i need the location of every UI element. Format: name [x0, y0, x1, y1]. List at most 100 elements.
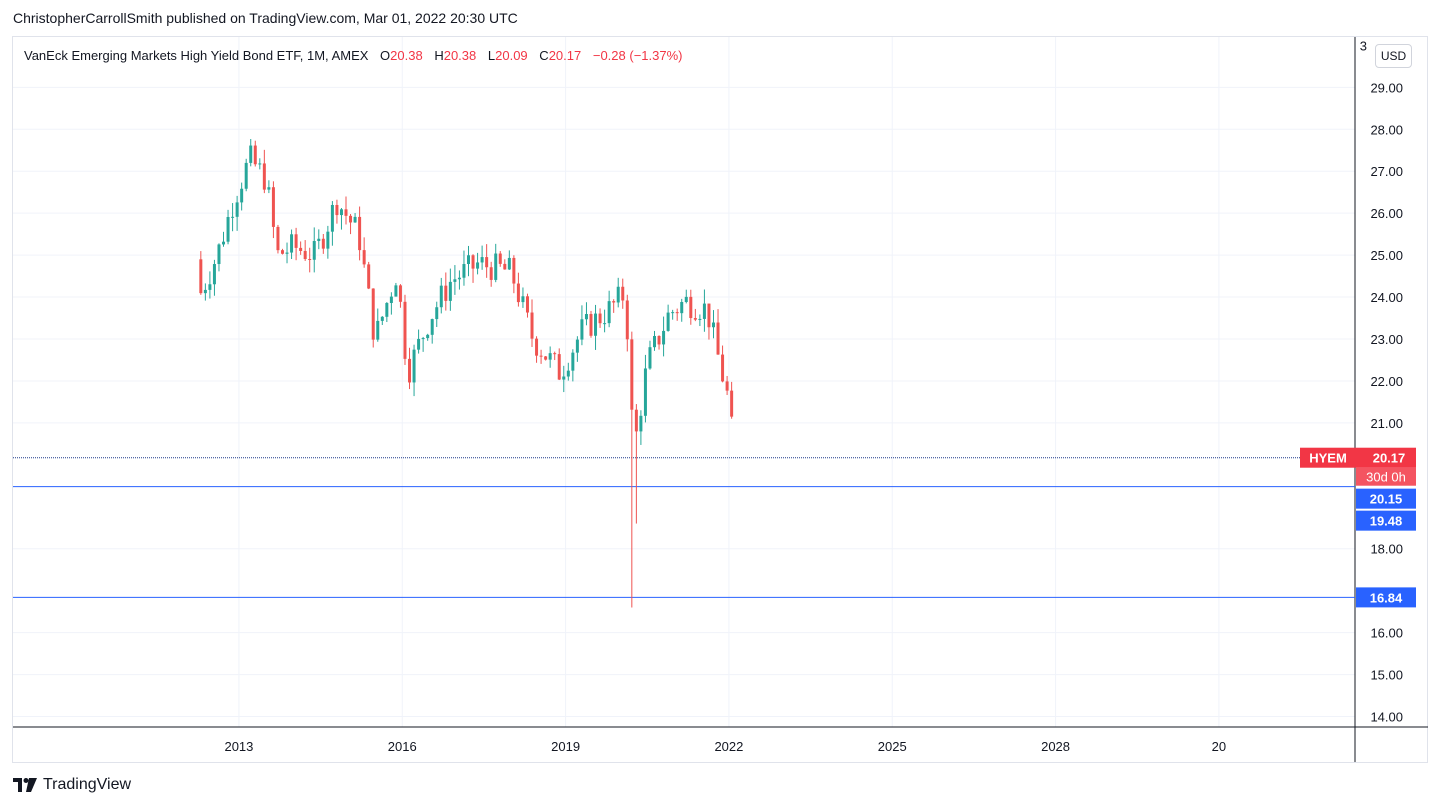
candle-body	[589, 314, 593, 336]
last-price-tag-bg	[1300, 447, 1416, 468]
last-price-label: 20.17	[1373, 451, 1406, 466]
candle-body	[262, 163, 266, 190]
brand-name: TradingView	[43, 776, 132, 793]
legend-open-key: O	[380, 48, 391, 63]
legend-low-key: L	[487, 48, 496, 63]
candle-body	[335, 204, 339, 216]
candle-body	[539, 355, 543, 357]
x-tick-label: 2022	[714, 739, 743, 754]
candle-body	[657, 335, 661, 345]
candle-body	[462, 264, 466, 278]
candle-body	[471, 255, 475, 269]
candle-body	[398, 285, 402, 302]
candle-body	[607, 301, 611, 324]
y-tick-label: 26.00	[1370, 206, 1403, 221]
candle-body	[671, 312, 675, 314]
candle-body	[702, 303, 706, 319]
currency-button[interactable]: USD	[1375, 44, 1412, 68]
candle-body	[240, 188, 244, 203]
candle-body	[371, 288, 375, 340]
candle-body	[603, 323, 607, 325]
candle-body	[453, 279, 457, 282]
y-tick-label: 14.00	[1370, 710, 1403, 725]
candle-body	[476, 262, 480, 269]
candle-body	[535, 338, 539, 356]
symbol-legend: VanEck Emerging Markets High Yield Bond …	[24, 48, 682, 63]
candle-body	[330, 204, 334, 232]
y-tick-label: 3	[1360, 38, 1367, 53]
candle-body	[507, 257, 511, 270]
candle-body	[571, 352, 575, 371]
candle-body	[494, 253, 498, 280]
candle-body	[525, 296, 529, 313]
candle-body	[466, 255, 470, 265]
legend-close-value: 20.17	[548, 48, 582, 63]
candle-body	[276, 226, 280, 251]
legend-change: −0.28 (−1.37%)	[592, 48, 683, 63]
candle-body	[544, 356, 548, 360]
hline-label-bg	[1356, 488, 1416, 509]
candle-body	[580, 319, 584, 340]
candle-body	[412, 349, 416, 383]
candle-body	[621, 286, 625, 301]
candle-body	[249, 145, 253, 163]
candle-body	[403, 301, 407, 359]
candle-body	[303, 250, 307, 260]
hline-label-bg	[1356, 510, 1416, 531]
candle-body	[634, 409, 638, 432]
candle-body	[208, 284, 212, 290]
candle-body	[294, 234, 298, 248]
candle-body	[222, 241, 226, 245]
candle-body	[444, 285, 448, 301]
y-tick-label: 23.00	[1370, 332, 1403, 347]
candle-body	[344, 209, 348, 216]
candle-body	[557, 354, 561, 380]
candle-body	[457, 277, 461, 280]
tradingview-brand[interactable]: TradingView	[13, 776, 131, 794]
candle-body	[317, 238, 321, 242]
candle-body	[716, 322, 720, 355]
candle-body	[394, 285, 398, 297]
y-tick-label: 16.00	[1370, 626, 1403, 641]
candle-body	[258, 163, 262, 165]
candle-body	[639, 415, 643, 432]
candle-body	[666, 312, 670, 331]
candle-body	[299, 247, 303, 251]
candle-body	[730, 390, 734, 417]
legend-high-value: 20.38	[443, 48, 477, 63]
y-tick-label: 22.00	[1370, 374, 1403, 389]
candle-body	[339, 209, 343, 216]
candle-body	[226, 216, 230, 242]
countdown-label: 30d 0h	[1366, 470, 1406, 485]
countdown-bg	[1356, 467, 1416, 486]
candles-group	[199, 139, 734, 608]
candle-body	[625, 300, 629, 340]
candle-body	[349, 215, 353, 223]
legend-close-key: C	[539, 48, 549, 63]
legend-low-value: 20.09	[495, 48, 528, 63]
candle-body	[267, 187, 271, 190]
candle-body	[217, 244, 221, 265]
candle-body	[584, 314, 588, 320]
candle-body	[408, 358, 412, 383]
candle-body	[389, 296, 393, 303]
candle-body	[417, 338, 421, 350]
tradingview-logo-icon	[13, 778, 37, 792]
candle-body	[648, 347, 652, 369]
candle-body	[376, 320, 380, 340]
x-tick-label: 2013	[224, 739, 253, 754]
candle-body	[498, 253, 502, 264]
candle-body	[575, 339, 579, 353]
candle-body	[480, 257, 484, 263]
candle-body	[684, 296, 688, 303]
candle-body	[199, 259, 203, 294]
candle-body	[594, 313, 598, 336]
candle-body	[312, 241, 316, 260]
y-tick-label: 21.00	[1370, 416, 1403, 431]
candle-body	[616, 286, 620, 303]
candle-body	[675, 312, 679, 314]
candle-body	[244, 162, 248, 189]
candle-body	[721, 354, 725, 382]
candle-body	[212, 264, 216, 285]
